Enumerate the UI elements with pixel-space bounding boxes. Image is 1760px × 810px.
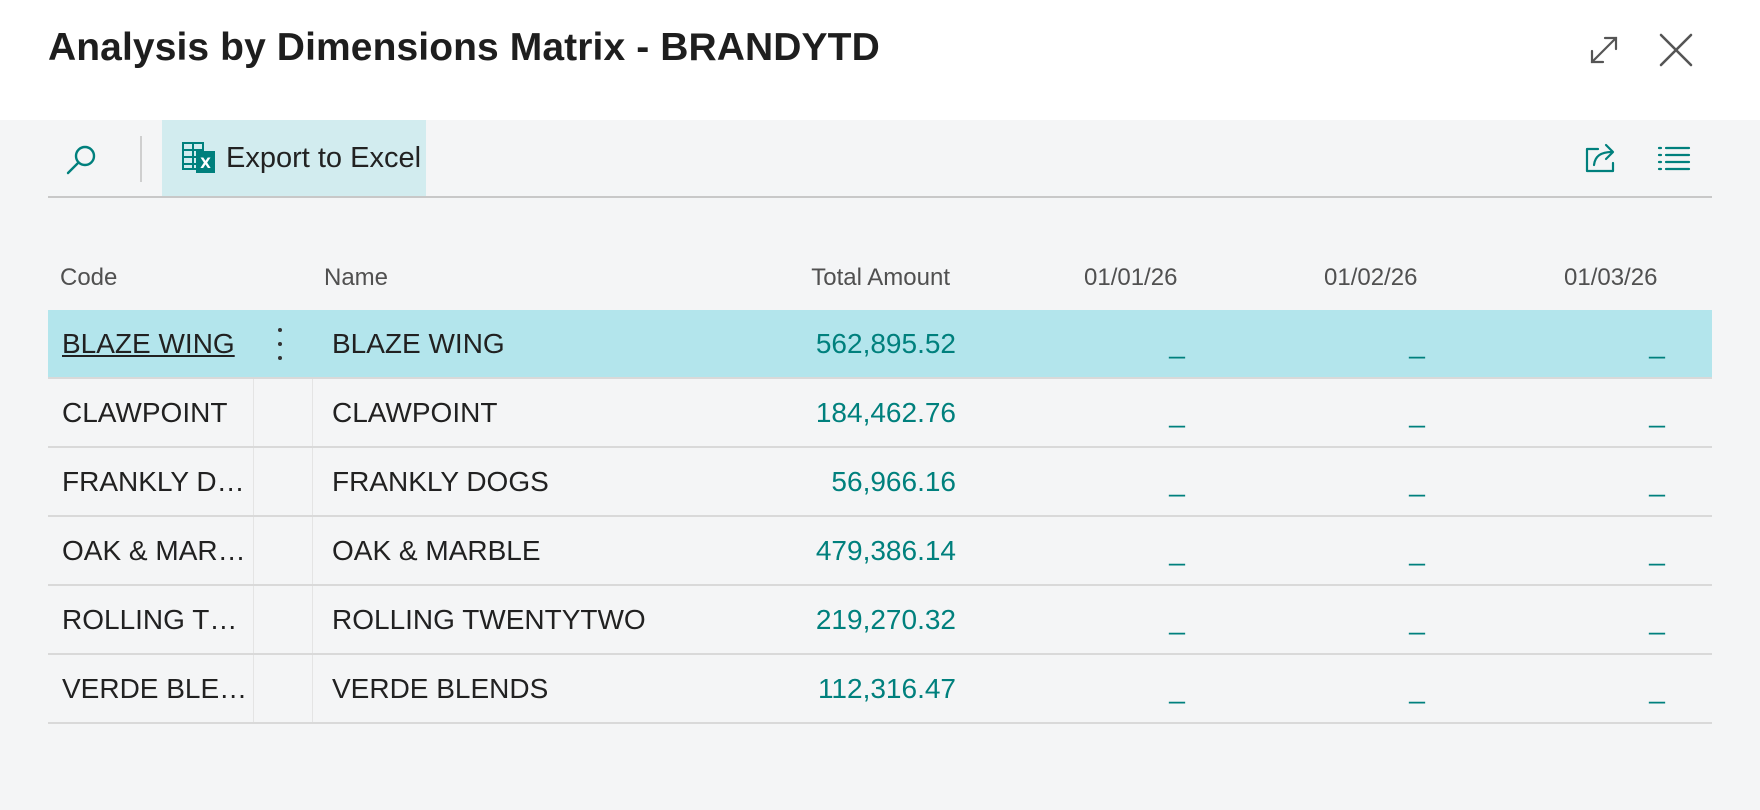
period-2-cell[interactable]: _ — [1409, 604, 1425, 635]
name-cell: OAK & MARBLE — [332, 535, 541, 566]
share-button[interactable] — [1578, 136, 1626, 180]
period-1-cell[interactable]: _ — [1169, 535, 1185, 566]
period-3-cell[interactable]: _ — [1649, 328, 1665, 359]
name-cell: VERDE BLENDS — [332, 673, 549, 704]
code-cell[interactable]: VERDE BLENDS — [62, 673, 252, 704]
column-divider — [253, 448, 254, 515]
period-1-cell[interactable]: _ — [1169, 604, 1185, 635]
column-divider — [253, 310, 254, 377]
more-options-icon[interactable] — [270, 328, 290, 360]
column-divider — [253, 586, 254, 653]
code-cell[interactable]: CLAWPOINT — [62, 397, 228, 428]
period-2-cell[interactable]: _ — [1409, 328, 1425, 359]
export-to-excel-label: Export to Excel — [226, 141, 422, 174]
search-icon — [66, 145, 96, 175]
column-header-period-1[interactable]: 01/01/26 — [1084, 264, 1178, 291]
code-link[interactable]: BLAZE WING — [62, 328, 235, 359]
column-divider — [312, 517, 313, 584]
period-2-cell[interactable]: _ — [1409, 673, 1425, 704]
list-view-button[interactable] — [1650, 136, 1698, 180]
column-divider — [312, 655, 313, 722]
name-cell: FRANKLY DOGS — [332, 466, 549, 497]
period-1-cell[interactable]: _ — [1169, 328, 1185, 359]
table-row[interactable]: BLAZE WING BLAZE WING 562,895.52 _ _ _ — [48, 310, 1712, 379]
action-bar: X Export to Excel — [48, 120, 1712, 198]
period-2-cell[interactable]: _ — [1409, 466, 1425, 497]
name-cell: CLAWPOINT — [332, 397, 498, 428]
table-row[interactable]: ROLLING TW... ROLLING TWENTYTWO 219,270.… — [48, 586, 1712, 655]
column-header-code[interactable]: Code — [60, 264, 118, 291]
period-1-cell[interactable]: _ — [1169, 673, 1185, 704]
column-divider — [253, 517, 254, 584]
table-row[interactable]: FRANKLY DO... FRANKLY DOGS 56,966.16 _ _… — [48, 448, 1712, 517]
table-row[interactable]: VERDE BLENDS VERDE BLENDS 112,316.47 _ _… — [48, 655, 1712, 724]
excel-icon: X — [182, 141, 216, 175]
period-3-cell[interactable]: _ — [1649, 535, 1665, 566]
table-row[interactable]: OAK & MARB... OAK & MARBLE 479,386.14 _ … — [48, 517, 1712, 586]
total-amount-cell[interactable]: 219,270.32 — [815, 604, 956, 635]
matrix-grid: Code Name Total Amount 01/01/26 01/02/26… — [48, 250, 1712, 724]
code-cell[interactable]: ROLLING TW... — [62, 604, 252, 635]
code-cell[interactable]: OAK & MARB... — [62, 535, 252, 566]
search-button[interactable] — [60, 138, 104, 182]
list-view-icon — [1657, 146, 1691, 171]
total-amount-cell[interactable]: 184,462.76 — [815, 397, 956, 428]
total-amount-cell[interactable]: 56,966.16 — [831, 466, 956, 497]
column-divider — [312, 448, 313, 515]
table-row[interactable]: CLAWPOINT CLAWPOINT 184,462.76 _ _ _ — [48, 379, 1712, 448]
period-2-cell[interactable]: _ — [1409, 397, 1425, 428]
period-2-cell[interactable]: _ — [1409, 535, 1425, 566]
period-3-cell[interactable]: _ — [1649, 466, 1665, 497]
close-icon — [1659, 33, 1693, 67]
column-divider — [312, 379, 313, 446]
expand-icon — [1590, 36, 1618, 64]
period-3-cell[interactable]: _ — [1649, 604, 1665, 635]
page-title: Analysis by Dimensions Matrix - BRANDYTD — [48, 26, 880, 69]
column-header-total-amount[interactable]: Total Amount — [811, 264, 950, 291]
close-button[interactable] — [1650, 24, 1702, 76]
total-amount-cell[interactable]: 562,895.52 — [815, 328, 956, 359]
period-3-cell[interactable]: _ — [1649, 397, 1665, 428]
name-cell: BLAZE WING — [332, 328, 505, 359]
code-cell[interactable]: FRANKLY DO... — [62, 466, 252, 497]
export-to-excel-button[interactable]: X Export to Excel — [162, 120, 426, 196]
period-1-cell[interactable]: _ — [1169, 466, 1185, 497]
column-header-name[interactable]: Name — [324, 264, 389, 291]
period-1-cell[interactable]: _ — [1169, 397, 1185, 428]
column-divider — [253, 379, 254, 446]
total-amount-cell[interactable]: 112,316.47 — [817, 673, 956, 704]
share-icon — [1585, 143, 1615, 173]
period-3-cell[interactable]: _ — [1649, 673, 1665, 704]
toolbar-divider — [140, 136, 142, 182]
column-header-period-3[interactable]: 01/03/26 — [1564, 264, 1658, 291]
expand-button[interactable] — [1578, 24, 1630, 76]
column-headers: Code Name Total Amount 01/01/26 01/02/26… — [48, 250, 1712, 310]
column-divider — [312, 310, 313, 377]
total-amount-cell[interactable]: 479,386.14 — [815, 535, 956, 566]
name-cell: ROLLING TWENTYTWO — [332, 604, 646, 635]
column-divider — [312, 586, 313, 653]
column-header-period-2[interactable]: 01/02/26 — [1324, 264, 1418, 291]
column-divider — [253, 655, 254, 722]
dialog-header: Analysis by Dimensions Matrix - BRANDYTD — [0, 0, 1760, 120]
svg-text:X: X — [200, 156, 211, 172]
